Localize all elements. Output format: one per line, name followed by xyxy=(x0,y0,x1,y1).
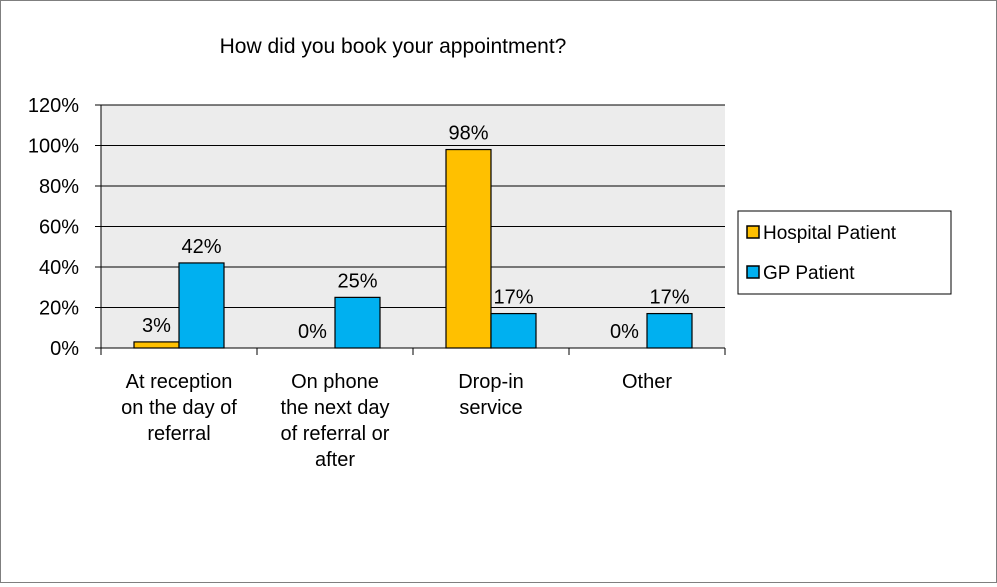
legend-swatch xyxy=(746,265,760,279)
y-tick-label: 20% xyxy=(39,298,79,320)
data-label: 25% xyxy=(337,270,377,292)
legend-box xyxy=(737,210,952,295)
y-tick-label: 40% xyxy=(39,257,79,279)
y-tick-label: 60% xyxy=(39,217,79,239)
data-label: 0% xyxy=(610,321,639,343)
plot-area: 0% 20% 40% 60% 80% 100% 120% 3% 42% At reception o… xyxy=(28,95,726,471)
bar xyxy=(445,148,492,349)
x-category-label: Drop-in service xyxy=(458,371,524,419)
y-tick-label: 80% xyxy=(39,176,79,198)
legend-label: Hospital Patient xyxy=(763,223,897,244)
data-label: 17% xyxy=(649,287,689,309)
legend-label: GP Patient xyxy=(763,263,855,284)
bar xyxy=(490,312,537,349)
y-tick-label: 120% xyxy=(28,95,79,117)
bar xyxy=(133,341,180,349)
data-label: 17% xyxy=(493,287,533,309)
x-category-label: At reception on the day of referral xyxy=(121,371,237,445)
legend: Hospital Patient GP Patient xyxy=(737,210,952,295)
bar xyxy=(178,262,225,349)
data-label: 0% xyxy=(298,321,327,343)
x-category-label: On phone the next day of referral or after xyxy=(281,371,390,471)
data-label: 3% xyxy=(142,315,171,337)
bar xyxy=(646,312,693,349)
legend-swatch xyxy=(746,225,760,239)
y-tick-label: 0% xyxy=(50,338,79,360)
data-label: 98% xyxy=(448,123,488,145)
chart-title: How did you book your appointment? xyxy=(220,35,567,58)
data-label: 42% xyxy=(181,236,221,258)
x-category-label: Other xyxy=(622,371,672,393)
bar xyxy=(334,296,381,349)
y-tick-label: 100% xyxy=(28,136,79,158)
